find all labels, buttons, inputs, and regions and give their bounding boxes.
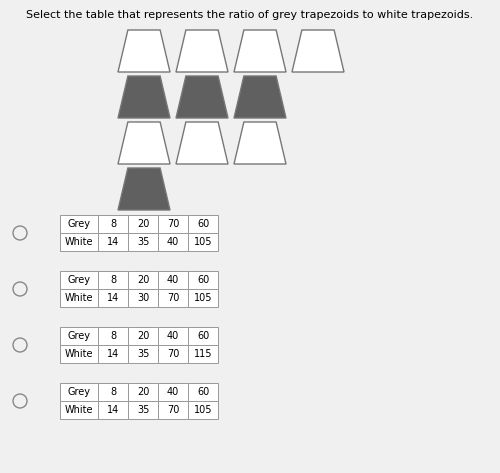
- Text: 8: 8: [110, 275, 116, 285]
- Bar: [60, 401, 98, 419]
- Bar: [98, 383, 128, 401]
- Text: 20: 20: [137, 275, 149, 285]
- Text: Grey: Grey: [68, 219, 90, 229]
- Bar: [128, 215, 158, 233]
- Text: Grey: Grey: [68, 387, 90, 397]
- Bar: [98, 233, 128, 251]
- Bar: [98, 271, 128, 289]
- Bar: [128, 233, 158, 251]
- Text: 70: 70: [167, 349, 179, 359]
- Bar: [128, 401, 158, 419]
- Bar: [188, 233, 218, 251]
- Text: 40: 40: [167, 387, 179, 397]
- Bar: [60, 327, 98, 345]
- Text: 70: 70: [167, 405, 179, 415]
- Polygon shape: [176, 76, 228, 118]
- Text: 70: 70: [167, 219, 179, 229]
- Text: White: White: [65, 405, 93, 415]
- Text: Select the table that represents the ratio of grey trapezoids to white trapezoid: Select the table that represents the rat…: [26, 10, 473, 20]
- Polygon shape: [234, 76, 286, 118]
- Polygon shape: [292, 30, 344, 72]
- Bar: [60, 383, 98, 401]
- Bar: [98, 345, 128, 363]
- Text: 30: 30: [137, 293, 149, 303]
- Text: 40: 40: [167, 237, 179, 247]
- Text: 115: 115: [194, 349, 212, 359]
- Bar: [60, 345, 98, 363]
- Bar: [158, 345, 188, 363]
- Text: 8: 8: [110, 387, 116, 397]
- Polygon shape: [118, 30, 170, 72]
- Text: 8: 8: [110, 219, 116, 229]
- Bar: [60, 271, 98, 289]
- Text: 20: 20: [137, 331, 149, 341]
- Bar: [188, 289, 218, 307]
- Bar: [98, 401, 128, 419]
- Bar: [98, 327, 128, 345]
- Text: 70: 70: [167, 293, 179, 303]
- Polygon shape: [118, 168, 170, 210]
- Bar: [128, 327, 158, 345]
- Bar: [188, 401, 218, 419]
- Bar: [60, 233, 98, 251]
- Text: 35: 35: [137, 405, 149, 415]
- Bar: [60, 215, 98, 233]
- Text: 60: 60: [197, 275, 209, 285]
- Text: Grey: Grey: [68, 275, 90, 285]
- Text: 14: 14: [107, 405, 119, 415]
- Bar: [158, 271, 188, 289]
- Text: 60: 60: [197, 331, 209, 341]
- Text: 8: 8: [110, 331, 116, 341]
- Bar: [188, 215, 218, 233]
- Text: 14: 14: [107, 293, 119, 303]
- Polygon shape: [176, 122, 228, 164]
- Text: 40: 40: [167, 275, 179, 285]
- Text: Grey: Grey: [68, 331, 90, 341]
- Polygon shape: [118, 76, 170, 118]
- Polygon shape: [234, 30, 286, 72]
- Text: 60: 60: [197, 219, 209, 229]
- Text: White: White: [65, 293, 93, 303]
- Bar: [128, 271, 158, 289]
- Bar: [158, 401, 188, 419]
- Bar: [158, 327, 188, 345]
- Text: 40: 40: [167, 331, 179, 341]
- Text: 105: 105: [194, 293, 212, 303]
- Text: 20: 20: [137, 387, 149, 397]
- Bar: [188, 383, 218, 401]
- Bar: [128, 383, 158, 401]
- Bar: [158, 215, 188, 233]
- Bar: [60, 289, 98, 307]
- Bar: [188, 327, 218, 345]
- Bar: [98, 215, 128, 233]
- Text: 14: 14: [107, 349, 119, 359]
- Bar: [188, 271, 218, 289]
- Text: 35: 35: [137, 349, 149, 359]
- Text: 60: 60: [197, 387, 209, 397]
- Bar: [188, 345, 218, 363]
- Text: 105: 105: [194, 405, 212, 415]
- Text: White: White: [65, 349, 93, 359]
- Bar: [158, 233, 188, 251]
- Bar: [158, 289, 188, 307]
- Polygon shape: [118, 122, 170, 164]
- Bar: [128, 289, 158, 307]
- Text: White: White: [65, 237, 93, 247]
- Polygon shape: [234, 122, 286, 164]
- Polygon shape: [176, 30, 228, 72]
- Text: 105: 105: [194, 237, 212, 247]
- Bar: [158, 383, 188, 401]
- Text: 14: 14: [107, 237, 119, 247]
- Bar: [128, 345, 158, 363]
- Bar: [98, 289, 128, 307]
- Text: 35: 35: [137, 237, 149, 247]
- Text: 20: 20: [137, 219, 149, 229]
